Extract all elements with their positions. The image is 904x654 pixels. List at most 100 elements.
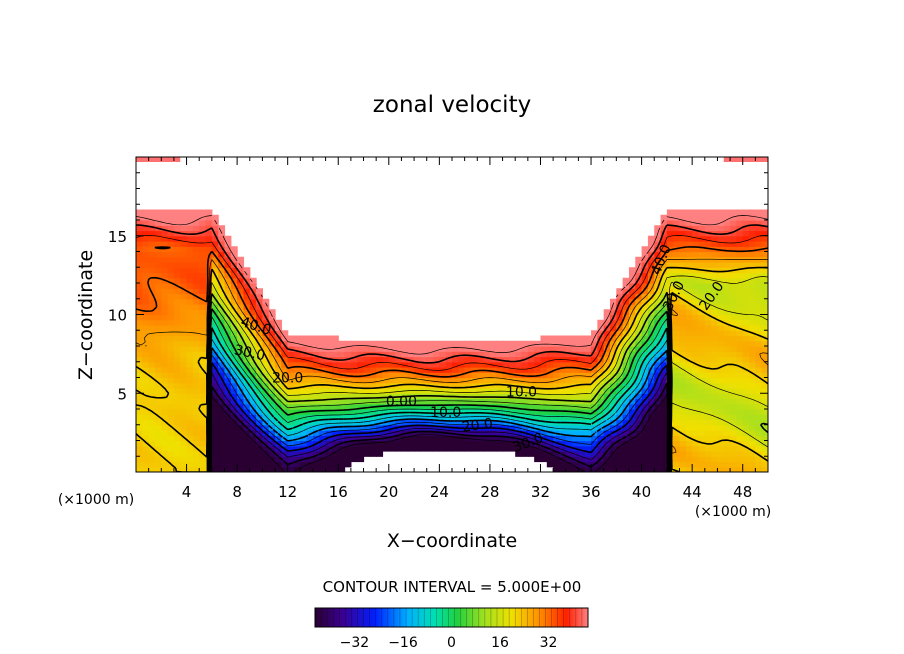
field-cell: [628, 393, 636, 400]
field-cell: [730, 440, 737, 447]
field-cell: [218, 393, 226, 400]
field-cell: [275, 356, 282, 363]
field-cell: [136, 209, 143, 216]
field-cell: [319, 403, 327, 410]
field-cell: [755, 209, 763, 216]
field-cell: [167, 335, 175, 342]
field-cell: [685, 414, 693, 421]
field-cell: [230, 251, 238, 258]
field-cell: [142, 325, 150, 331]
field-cell: [660, 393, 668, 400]
field-cell: [666, 262, 674, 268]
field-cell: [167, 246, 175, 253]
field-cell: [464, 372, 472, 379]
field-cell: [142, 283, 150, 289]
field-cell: [154, 424, 162, 431]
field-cell: [635, 351, 643, 358]
x-unit-label-left: (×1000 m): [58, 492, 134, 508]
field-cell: [515, 340, 523, 347]
field-cell: [711, 377, 719, 384]
field-cell: [186, 256, 194, 263]
field-cell: [717, 414, 725, 421]
field-cell: [755, 283, 763, 289]
field-cell: [262, 461, 270, 468]
field-cell: [603, 461, 611, 468]
field-cell: [464, 430, 472, 436]
field-cell: [749, 445, 756, 452]
field-cell: [249, 435, 257, 442]
contour-line: [136, 224, 768, 364]
field-cell: [426, 403, 434, 410]
field-cell: [711, 283, 719, 289]
field-cell: [565, 466, 573, 472]
field-cell: [704, 251, 712, 258]
field-cell: [730, 393, 737, 400]
field-cell: [388, 393, 396, 400]
field-cell: [749, 272, 756, 279]
field-cell: [616, 466, 624, 472]
field-cell: [736, 330, 744, 337]
field-cell: [186, 461, 194, 468]
field-cell: [192, 367, 200, 373]
field-cell: [268, 388, 276, 394]
field-cell: [154, 398, 162, 405]
field-cell: [489, 340, 497, 347]
field-cell: [287, 409, 295, 415]
field-cell: [331, 351, 339, 358]
field-cell: [161, 272, 169, 279]
field-cell: [224, 340, 232, 347]
field-cell: [376, 414, 384, 421]
field-cell: [136, 251, 143, 258]
field-cell: [755, 351, 763, 358]
field-cell: [312, 398, 320, 405]
field-cell: [237, 372, 245, 379]
field-cell: [553, 346, 561, 352]
field-cell: [312, 435, 320, 442]
field-cell: [312, 424, 320, 431]
field-cell: [755, 461, 763, 468]
field-cell: [136, 409, 143, 415]
field-cell: [755, 414, 763, 421]
field-cell: [521, 340, 529, 347]
field-cell: [205, 214, 213, 221]
field-cell: [749, 346, 756, 352]
field-cell: [142, 220, 150, 226]
field-cell: [736, 293, 744, 300]
field-cell: [761, 241, 768, 247]
field-cell: [420, 414, 428, 421]
field-cell: [224, 309, 232, 316]
field-cell: [167, 346, 175, 352]
field-cell: [243, 414, 251, 421]
field-cell: [395, 403, 403, 410]
field-cell: [723, 251, 731, 258]
field-cell: [186, 466, 194, 472]
field-cell: [761, 304, 768, 310]
field-cell: [426, 409, 434, 415]
field-cell: [603, 466, 611, 472]
field-cell: [546, 456, 554, 463]
field-cell: [641, 304, 649, 310]
field-cell: [584, 419, 592, 426]
field-cell: [192, 298, 200, 305]
field-cell: [692, 283, 700, 289]
field-cell: [224, 456, 232, 463]
field-cell: [331, 414, 339, 421]
field-cell: [489, 382, 497, 389]
field-cell: [704, 288, 712, 295]
field-cell: [572, 372, 579, 379]
field-cell: [616, 309, 624, 316]
field-cell: [565, 377, 573, 384]
field-cell: [142, 298, 150, 305]
field-cell: [445, 409, 453, 415]
field-cell: [730, 461, 737, 468]
y-tick-label: 10: [108, 307, 127, 325]
field-cell: [161, 293, 169, 300]
field-cell: [275, 466, 282, 472]
field-cell: [199, 409, 207, 415]
field-cell: [527, 367, 535, 373]
field-cell: [610, 461, 617, 468]
field-cell: [275, 372, 282, 379]
field-cell: [742, 319, 750, 326]
field-cell: [306, 367, 314, 373]
field-cell: [628, 361, 636, 368]
